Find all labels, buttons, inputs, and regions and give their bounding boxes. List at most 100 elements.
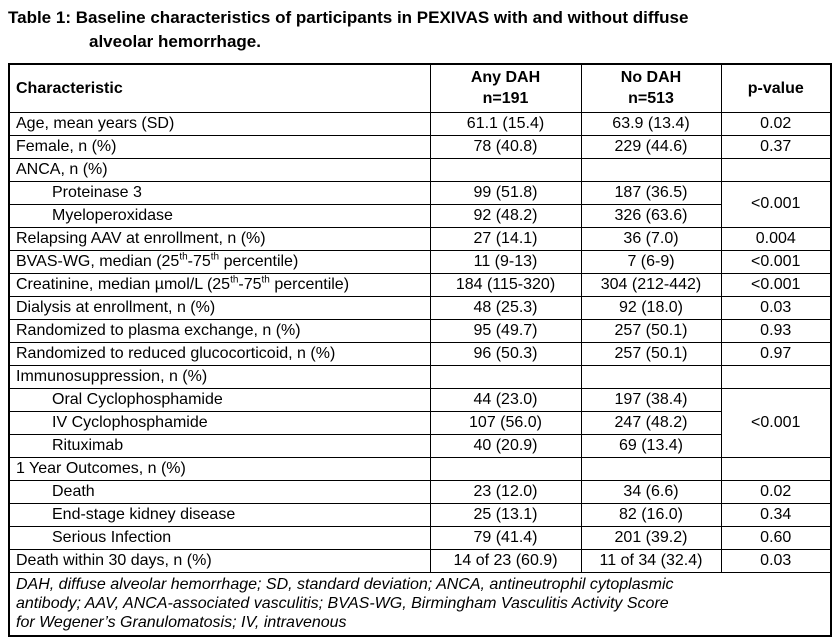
table-row: Dialysis at enrollment, n (%) 48 (25.3) 92… <box>8 295 832 320</box>
cell-p-value: 0.02 <box>720 111 832 136</box>
cell-characteristic: Myeloperoxidase <box>8 203 431 228</box>
cell-any-dah: 40 (20.9) <box>429 433 582 458</box>
footnote-line-3: for Wegener’s Granulomatosis; IV, intrav… <box>16 613 347 631</box>
table-row: End-stage kidney disease 25 (13.1) 82 (16.… <box>8 502 832 527</box>
table-body: Age, mean years (SD) 61.1 (15.4) 63.9 (13.… <box>8 111 832 573</box>
cell-p-value: <0.001 <box>720 272 832 297</box>
cell-any-dah <box>429 456 582 481</box>
table-row: ANCA, n (%) <box>8 157 832 182</box>
cell-characteristic: Rituximab <box>8 433 431 458</box>
footnote-line-1: DAH, diffuse alveolar hemorrhage; SD, st… <box>16 575 674 593</box>
header-any-dah-line1: Any DAH <box>470 69 541 87</box>
cell-p-value: <0.001 <box>720 387 832 458</box>
table-row: Oral Cyclophosphamide 44 (23.0) 197 (38.4)… <box>8 387 832 458</box>
cell-any-dah: 96 (50.3) <box>429 341 582 366</box>
cell-characteristic: IV Cyclophosphamide <box>8 410 431 435</box>
cell-characteristic: Age, mean years (SD) <box>8 111 431 136</box>
cell-p-value: 0.03 <box>720 295 832 320</box>
table-row: 1 Year Outcomes, n (%) <box>8 456 832 481</box>
table-row: Randomized to plasma exchange, n (%) 95 (… <box>8 318 832 343</box>
cell-characteristic: Immunosuppression, n (%) <box>8 364 431 389</box>
cell-no-dah: 11 of 34 (32.4) <box>580 548 722 573</box>
cell-no-dah: 187 (36.5) <box>580 180 722 205</box>
table-row: BVAS-WG, median (25th-75th percentile) 11… <box>8 249 832 274</box>
header-no-dah-line2: n=513 <box>628 90 674 108</box>
table-row: Creatinine, median µmol/L (25th-75th per… <box>8 272 832 297</box>
table-row: Relapsing AAV at enrollment, n (%) 27 (14… <box>8 226 832 251</box>
table-row: Age, mean years (SD) 61.1 (15.4) 63.9 (13.… <box>8 111 832 136</box>
table-row: Myeloperoxidase 92 (48.2) 326 (63.6) <box>8 203 831 228</box>
cell-any-dah: 95 (49.7) <box>429 318 582 343</box>
cell-no-dah: 92 (18.0) <box>580 295 722 320</box>
cell-no-dah: 69 (13.4) <box>580 433 722 458</box>
cell-characteristic: 1 Year Outcomes, n (%) <box>8 456 431 481</box>
cell-characteristic: Proteinase 3 <box>8 180 431 205</box>
header-cell-no-dah: No DAH n=513 <box>580 63 722 113</box>
cell-any-dah: 184 (115-320) <box>429 272 582 297</box>
cell-any-dah: 14 of 23 (60.9) <box>429 548 582 573</box>
cell-p-value: <0.001 <box>720 180 832 228</box>
cell-no-dah <box>580 456 722 481</box>
table-title-line2: alveolar hemorrhage. <box>89 32 261 51</box>
header-any-dah-line2: n=191 <box>482 90 529 108</box>
cell-characteristic: Oral Cyclophosphamide <box>8 387 431 412</box>
cell-no-dah <box>580 157 722 182</box>
cell-p-value <box>720 364 832 389</box>
cell-p-value: 0.02 <box>720 479 832 504</box>
cell-no-dah: 63.9 (13.4) <box>580 111 722 136</box>
table-row: Female, n (%) 78 (40.8) 229 (44.6) 0.37 <box>8 134 832 159</box>
table-footnote: DAH, diffuse alveolar hemorrhage; SD, st… <box>8 571 832 636</box>
table-header-row: Characteristic Any DAH n=191 No DAH n=513 … <box>8 63 832 113</box>
table-row: Immunosuppression, n (%) <box>8 364 832 389</box>
cell-characteristic: Creatinine, median µmol/L (25th-75th per… <box>8 272 431 297</box>
cell-p-value: 0.03 <box>720 548 832 573</box>
cell-characteristic: End-stage kidney disease <box>8 502 431 527</box>
cell-characteristic: Relapsing AAV at enrollment, n (%) <box>8 226 431 251</box>
cell-no-dah: 326 (63.6) <box>580 203 722 228</box>
cell-any-dah: 25 (13.1) <box>429 502 582 527</box>
cell-no-dah: 34 (6.6) <box>580 479 722 504</box>
header-cell-characteristic: Characteristic <box>8 63 431 113</box>
cell-characteristic: Randomized to reduced glucocorticoid, n … <box>8 341 431 366</box>
cell-no-dah: 201 (39.2) <box>580 525 722 550</box>
cell-characteristic: BVAS-WG, median (25th-75th percentile) <box>8 249 431 274</box>
table-row: Death within 30 days, n (%) 14 of 23 (60.… <box>8 548 832 573</box>
table-row: Serious Infection 79 (41.4) 201 (39.2) 0.60 <box>8 525 832 550</box>
cell-p-value: 0.97 <box>720 341 832 366</box>
cell-p-value <box>720 456 832 481</box>
cell-characteristic: ANCA, n (%) <box>8 157 431 182</box>
cell-any-dah: 78 (40.8) <box>429 134 582 159</box>
cell-no-dah <box>580 364 722 389</box>
superscript: th <box>261 274 270 286</box>
cell-p-value: 0.004 <box>720 226 832 251</box>
cell-any-dah: 27 (14.1) <box>429 226 582 251</box>
cell-no-dah: 304 (212-442) <box>580 272 722 297</box>
footnote-line-2: antibody; AAV, ANCA-associated vasculiti… <box>16 594 669 612</box>
table-footer: DAH, diffuse alveolar hemorrhage; SD, st… <box>8 571 832 636</box>
cell-no-dah: 7 (6-9) <box>580 249 722 274</box>
cell-p-value: 0.37 <box>720 134 832 159</box>
cell-any-dah: 79 (41.4) <box>429 525 582 550</box>
cell-characteristic: Serious Infection <box>8 525 431 550</box>
baseline-characteristics-table: Characteristic Any DAH n=191 No DAH n=513 … <box>8 63 832 637</box>
header-cell-p-value: p-value <box>720 63 832 113</box>
cell-any-dah <box>429 157 582 182</box>
cell-no-dah: 257 (50.1) <box>580 341 722 366</box>
cell-any-dah <box>429 364 582 389</box>
cell-characteristic: Death <box>8 479 431 504</box>
table-row: IV Cyclophosphamide 107 (56.0) 247 (48.2) <box>8 410 831 435</box>
cell-any-dah: 92 (48.2) <box>429 203 582 228</box>
cell-no-dah: 82 (16.0) <box>580 502 722 527</box>
cell-characteristic: Female, n (%) <box>8 134 431 159</box>
cell-p-value: <0.001 <box>720 249 832 274</box>
header-cell-any-dah: Any DAH n=191 <box>429 63 582 113</box>
table-row: Proteinase 3 99 (51.8) 187 (36.5) <0.001 <box>8 180 832 228</box>
cell-characteristic: Randomized to plasma exchange, n (%) <box>8 318 431 343</box>
cell-any-dah: 23 (12.0) <box>429 479 582 504</box>
cell-p-value: 0.34 <box>720 502 832 527</box>
cell-any-dah: 99 (51.8) <box>429 180 582 205</box>
cell-no-dah: 197 (38.4) <box>580 387 722 412</box>
table-row: Rituximab 40 (20.9) 69 (13.4) <box>8 433 831 458</box>
cell-p-value <box>720 157 832 182</box>
cell-any-dah: 107 (56.0) <box>429 410 582 435</box>
